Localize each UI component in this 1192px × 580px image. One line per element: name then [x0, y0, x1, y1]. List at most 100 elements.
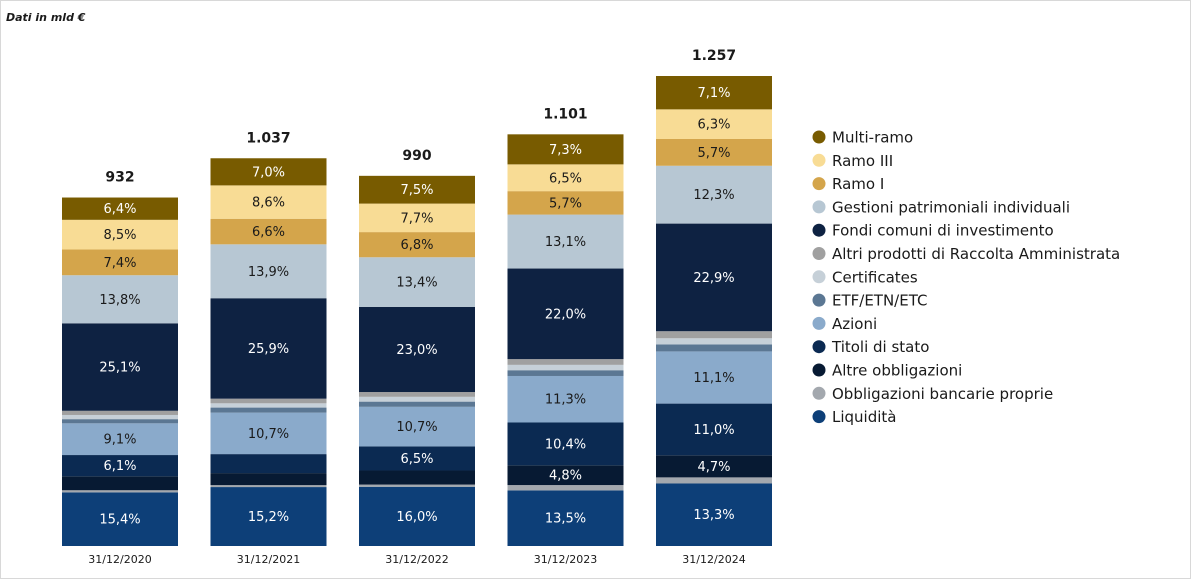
- legend-swatch: [812, 293, 826, 307]
- segment-label: 10,4%: [545, 437, 586, 452]
- segment-label: 7,5%: [400, 183, 433, 198]
- bar-segment: [62, 455, 178, 477]
- bar-segment: [62, 423, 178, 456]
- bar-segment: [62, 219, 178, 250]
- segment-label: 7,3%: [549, 143, 582, 158]
- bar-segment: [359, 392, 475, 397]
- bar-segment: [359, 175, 475, 204]
- segment-label: 12,3%: [693, 188, 734, 203]
- legend-label: Gestioni patrimoniali individuali: [832, 198, 1070, 216]
- legend-label: ETF/ETN/ETC: [832, 292, 927, 310]
- legend-swatch: [812, 247, 826, 260]
- segment-label: 13,8%: [99, 293, 140, 308]
- bar-segment: [656, 331, 772, 339]
- bar-segment: [62, 492, 178, 546]
- legend-label: Liquidità: [832, 408, 896, 426]
- segment-label: 6,5%: [549, 171, 582, 186]
- bar-segment: [656, 483, 772, 546]
- bar-segment: [359, 446, 475, 471]
- subtitle: Dati in mld €: [6, 11, 86, 24]
- segment-label: 15,2%: [248, 510, 289, 525]
- bar-segment: [210, 158, 327, 186]
- segment-label: 6,3%: [697, 118, 730, 133]
- segment-label: 9,1%: [103, 433, 136, 448]
- bar-segment: [359, 406, 475, 447]
- bar-segment: [656, 344, 772, 352]
- legend-label: Obbligazioni bancarie proprie: [832, 385, 1053, 403]
- legend-swatch: [812, 410, 826, 424]
- bar-segment: [359, 232, 475, 258]
- segment-label: 7,7%: [400, 211, 433, 226]
- bar-segment: [359, 486, 475, 546]
- bar-segment: [210, 487, 327, 546]
- legend-swatch: [812, 316, 826, 330]
- bar-segment: [210, 244, 327, 299]
- segment-label: 6,5%: [400, 452, 433, 467]
- legend-label: Ramo III: [832, 152, 893, 170]
- bar-segment: [359, 401, 475, 407]
- bar-segment: [507, 268, 624, 360]
- segment-label: 13,9%: [248, 265, 289, 280]
- bar-segment: [210, 403, 327, 408]
- bar-segment: [62, 249, 178, 276]
- segment-label: 11,1%: [693, 371, 734, 386]
- segment-label: 15,4%: [99, 513, 140, 528]
- x-tick-label: 31/12/2022: [385, 553, 448, 566]
- legend-swatch: [812, 386, 826, 400]
- bar-segment: [210, 218, 327, 245]
- legend-label: Multi-ramo: [832, 129, 913, 147]
- bar-segment: [359, 257, 475, 307]
- bar-segment: [62, 275, 178, 324]
- bar-segment: [359, 203, 475, 233]
- segment-label: 13,5%: [545, 512, 586, 527]
- bar-segment: [359, 306, 475, 393]
- segment-label: 10,7%: [248, 427, 289, 442]
- segment-label: 16,0%: [396, 510, 437, 525]
- legend-swatch: [812, 130, 826, 144]
- legend-label: Titoli di stato: [831, 338, 929, 356]
- bar-segment: [656, 223, 772, 332]
- segment-label: 8,5%: [103, 228, 136, 243]
- legend-swatch: [812, 363, 826, 377]
- total-label: 1.257: [692, 48, 736, 64]
- segment-label: 6,4%: [103, 202, 136, 217]
- segment-label: 6,8%: [400, 238, 433, 253]
- total-label: 990: [402, 148, 431, 164]
- bar-segment: [507, 370, 624, 376]
- segment-label: 8,6%: [252, 196, 285, 211]
- total-label: 1.101: [543, 106, 587, 122]
- segment-label: 7,1%: [697, 86, 730, 101]
- bar-segment: [656, 477, 772, 484]
- segment-label: 11,3%: [545, 393, 586, 408]
- segment-label: 6,6%: [252, 225, 285, 240]
- bar-segment: [210, 298, 327, 399]
- segment-label: 10,7%: [396, 420, 437, 435]
- segment-label: 5,7%: [549, 196, 582, 211]
- bar-segment: [62, 419, 178, 424]
- bar-segment: [507, 490, 624, 546]
- legend-label: Fondi comuni di investimento: [832, 222, 1054, 240]
- segment-label: 25,9%: [248, 342, 289, 357]
- segment-label: 4,7%: [697, 460, 730, 475]
- legend-swatch: [812, 153, 826, 167]
- legend-swatch: [812, 200, 826, 214]
- bar-segment: [210, 454, 327, 474]
- bar-segment: [656, 403, 772, 456]
- x-tick-label: 31/12/2024: [682, 553, 745, 566]
- bar-segment: [210, 485, 327, 488]
- segment-label: 22,0%: [545, 307, 586, 322]
- segment-label: 13,3%: [693, 508, 734, 523]
- x-tick-label: 31/12/2023: [534, 553, 597, 566]
- segment-label: 5,7%: [697, 146, 730, 161]
- segment-label: 13,1%: [545, 235, 586, 250]
- bar-segment: [656, 351, 772, 404]
- bar-segment: [359, 484, 475, 487]
- segment-label: 13,4%: [396, 276, 437, 291]
- total-label: 932: [105, 170, 134, 186]
- legend-swatch: [812, 270, 826, 284]
- legend-label: Certificates: [832, 268, 918, 286]
- legend-label: Azioni: [832, 315, 877, 333]
- bar-segment: [656, 76, 772, 110]
- segment-label: 7,4%: [103, 256, 136, 271]
